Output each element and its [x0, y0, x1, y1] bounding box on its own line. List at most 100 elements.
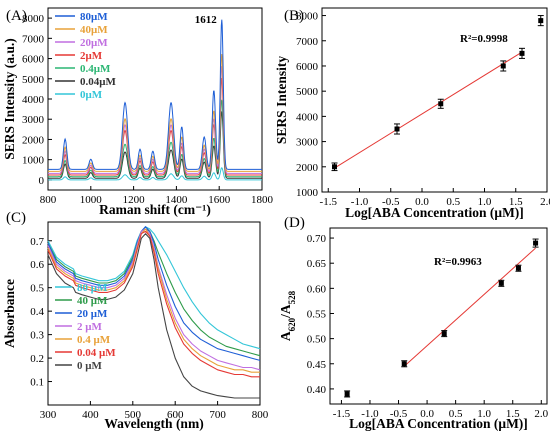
panel-b-label: (B) [284, 8, 304, 24]
x-tick-label: 1.5 [506, 408, 520, 420]
plot-frame [47, 221, 261, 406]
x-tick-label: 0.0 [420, 408, 434, 420]
y-tick-label: 0.7 [30, 236, 44, 248]
y-tick-label: 0.60 [307, 283, 327, 295]
x-tick-label: -1.5 [320, 196, 338, 208]
spectrum-line [47, 226, 261, 350]
y-axis-title: A620/A528 [278, 290, 297, 341]
y-tick-label: 0.70 [307, 233, 327, 245]
x-tick-label: -1.0 [361, 408, 379, 420]
y-axis-title: SERS Intensity (a.u.) [2, 38, 17, 160]
x-tick-label: 1.0 [477, 408, 491, 420]
x-tick-label: 700 [209, 409, 226, 421]
spectrum-line [48, 111, 262, 179]
x-tick-label: 1200 [123, 194, 146, 206]
y-axis-title-part: /A [278, 304, 293, 319]
fit-line [334, 51, 523, 169]
panel-d: -1.5 -1.0 -0.5 0.0 0.5 1.0 1.5 2.0 0.40 0.45 0.50 0… [278, 227, 549, 431]
x-tick-label: 1400 [165, 194, 188, 206]
data-point [515, 265, 521, 271]
spectrum-line [48, 66, 262, 174]
y-tick-label: 4000 [22, 94, 45, 106]
y-axis-title-part: A [278, 331, 293, 341]
panel-c: 300 400 500 600 700 800 0.1 0.2 0.3 0.4 0.5 0.6 0.7 8… [2, 221, 269, 431]
y-tick-label: 4000 [296, 111, 319, 123]
spectrum-line [47, 230, 260, 378]
y-axis-title-subscript: 620 [287, 317, 297, 331]
legend-label: 80μM [80, 11, 108, 23]
y-tick-label: 0.50 [307, 334, 327, 346]
y-tick-label: 0.45 [307, 359, 327, 371]
x-tick-label: 1.5 [509, 196, 523, 208]
r-squared-annotation: R²=0.9998 [460, 33, 508, 45]
y-tick-label: 0.55 [307, 308, 327, 320]
data-point [344, 391, 350, 397]
x-axis-title: Wavelength (nm) [104, 416, 203, 431]
y-tick-label: 8000 [296, 11, 319, 23]
peak-annotation: 1612 [195, 14, 218, 26]
y-tick-label: 0.2 [30, 353, 44, 365]
data-point [500, 63, 506, 69]
panel-c-label: (C) [6, 210, 26, 226]
spectrum-line [47, 233, 260, 399]
legend-label: 0μM [80, 89, 103, 101]
y-tick-label: 6000 [22, 54, 45, 66]
y-tick-label: 3000 [22, 114, 45, 126]
y-tick-label: 7000 [296, 36, 319, 48]
x-tick-label: 1000 [80, 194, 103, 206]
x-tick-label: 1.0 [478, 196, 492, 208]
y-tick-label: 2000 [22, 134, 45, 146]
data-point [438, 101, 444, 107]
data-point [533, 240, 539, 246]
data-point [401, 361, 407, 367]
y-tick-label: 5000 [296, 86, 319, 98]
y-tick-label: 5000 [22, 74, 45, 86]
x-tick-label: 2.0 [540, 196, 550, 208]
y-tick-label: 1000 [296, 187, 319, 199]
x-tick-label: 500 [125, 409, 142, 421]
spectrum-line [48, 99, 262, 178]
x-tick-label: 0.0 [415, 196, 429, 208]
plot-frame [329, 227, 548, 405]
y-tick-label: 7000 [22, 33, 45, 45]
spectrum-line [47, 228, 261, 357]
x-tick-label: 300 [40, 409, 57, 421]
y-tick-label: 2000 [296, 162, 319, 174]
y-tick-label: 0.1 [30, 377, 44, 389]
y-tick-label: 1000 [22, 155, 45, 167]
spectrum-line [47, 228, 260, 373]
legend-label: 0.4μM [80, 63, 111, 75]
y-tick-label: 0.65 [307, 258, 327, 270]
x-tick-label: -1.5 [333, 408, 351, 420]
x-tick-label: 1800 [251, 194, 274, 206]
data-point [498, 280, 504, 286]
x-tick-label: 0.5 [449, 408, 463, 420]
data-point [394, 126, 400, 132]
legend-label: 80 μM [77, 282, 108, 294]
panel-d-label: (D) [284, 215, 305, 231]
legend-label: 20μM [80, 37, 108, 49]
x-tick-label: 800 [40, 194, 57, 206]
data-point [332, 164, 337, 170]
data-point [519, 50, 525, 56]
x-tick-label: 0.5 [446, 196, 460, 208]
panel-a: 800 1000 1200 1400 1600 1800 0 1000 2000 3000 4000… [2, 7, 274, 217]
y-axis-title: Absorbance [2, 279, 17, 348]
y-tick-label: 0.4 [30, 306, 44, 318]
legend-label: 0.4 μM [77, 334, 111, 346]
legend-label: 40μM [80, 24, 108, 36]
data-point [441, 331, 447, 337]
spectrum-line [48, 167, 262, 181]
spectrum-line [48, 19, 262, 170]
legend-label: 2 μM [77, 321, 102, 333]
y-tick-label: 6000 [296, 61, 319, 73]
x-tick-label: -0.5 [382, 196, 400, 208]
spectrum-line [47, 226, 261, 361]
legend-label: 20 μM [77, 308, 108, 320]
y-axis-title: SERS Intensity [274, 56, 289, 144]
y-tick-label: 0.40 [307, 384, 327, 396]
x-tick-label: -0.5 [390, 408, 408, 420]
panel-a-label: (A) [6, 8, 27, 24]
y-tick-label: 8000 [22, 13, 45, 25]
